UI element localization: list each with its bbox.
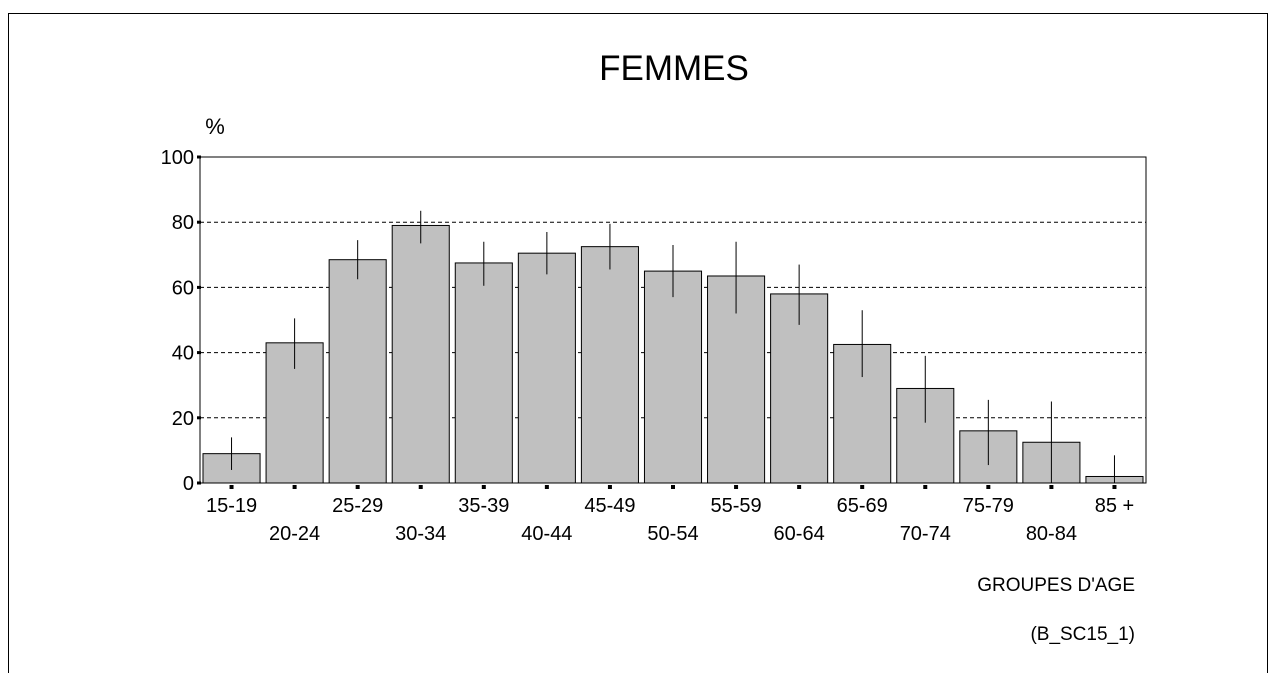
bar (770, 293, 829, 484)
x-tick-label: 50-54 (647, 523, 698, 545)
y-axis-label: % (205, 114, 225, 139)
x-tick-label: 45-49 (584, 495, 635, 517)
bar (454, 262, 513, 484)
x-tick-label: 40-44 (521, 523, 572, 545)
x-tick-mark (292, 485, 297, 489)
x-tick-mark (544, 485, 549, 489)
y-tick-mark (197, 285, 201, 289)
y-tick-label: 100 (161, 147, 194, 169)
x-tick-label: 80-84 (1026, 523, 1077, 545)
error-bars (231, 210, 1115, 483)
chart-frame (8, 13, 1268, 673)
y-tick-mark (197, 351, 201, 355)
x-tick-mark (607, 485, 612, 489)
x-tick-label: 55-59 (710, 495, 761, 517)
y-tick-mark (197, 481, 201, 485)
bar (517, 252, 576, 484)
plot-area-border (199, 156, 1147, 484)
x-tick-mark (860, 485, 865, 489)
x-tick-label: 20-24 (269, 523, 320, 545)
y-tick-mark (197, 416, 201, 420)
y-tick-label: 20 (172, 408, 194, 430)
x-tick-mark (1049, 485, 1054, 489)
x-tick-mark (986, 485, 991, 489)
x-tick-mark (355, 485, 360, 489)
x-tick-mark (923, 485, 928, 489)
y-axis-ticks: 0 20 40 60 80 100 (161, 147, 201, 495)
x-tick-label: 15-19 (206, 495, 257, 517)
bar (391, 224, 450, 484)
bar (580, 246, 639, 484)
x-tick-label: 25-29 (332, 495, 383, 517)
y-tick-label: 60 (172, 277, 194, 299)
x-tick-mark (481, 485, 486, 489)
x-tick-mark (418, 485, 423, 489)
y-tick-label: 0 (183, 473, 194, 495)
x-axis-ticks: 15-19 20-24 25-29 30-34 35-39 40-44 45-49 50-54… (206, 485, 1134, 545)
x-tick-label: 30-34 (395, 523, 446, 545)
x-tick-label: 35-39 (458, 495, 509, 517)
x-tick-mark (734, 485, 739, 489)
y-tick-label: 80 (172, 212, 194, 234)
chart-title: FEMMES (599, 49, 749, 88)
x-tick-mark (229, 485, 234, 489)
x-tick-mark (1112, 485, 1117, 489)
x-tick-label: 70-74 (900, 523, 951, 545)
y-tick-mark (197, 155, 201, 159)
x-tick-mark (671, 485, 675, 489)
x-axis-label: GROUPES D'AGE (977, 575, 1135, 596)
bar (328, 259, 387, 484)
x-tick-label: 75-79 (963, 495, 1014, 517)
x-tick-mark (797, 485, 802, 489)
x-tick-label: 60-64 (774, 523, 825, 545)
y-tick-label: 40 (172, 343, 194, 365)
y-tick-mark (197, 220, 201, 224)
bars (202, 224, 1144, 484)
bar (643, 270, 703, 484)
source-code: (B_SC15_1) (1030, 624, 1135, 645)
x-tick-label: 85 + (1095, 495, 1134, 517)
x-tick-label: 65-69 (837, 495, 888, 517)
